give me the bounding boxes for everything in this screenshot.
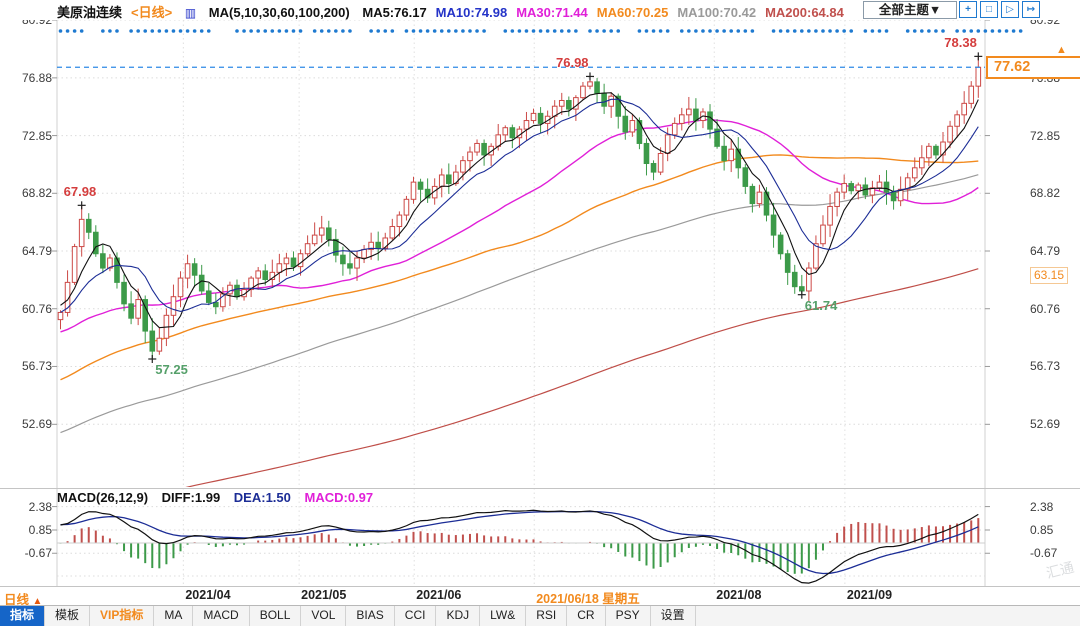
- axis-tick-label: -0.67: [24, 546, 52, 561]
- axis-tick-label: 64.79: [21, 244, 52, 258]
- indicator-tab-bar: 指标 模板 VIP指标 MA MACD BOLL VOL BIAS CCI KDJ LW& RSI CR…: [0, 605, 1080, 626]
- axis-tick-label: 60.76: [21, 301, 52, 316]
- axis-tick-label: 2.38: [1030, 499, 1054, 514]
- axis-tick-label: 76.88: [21, 70, 52, 85]
- date-label: 2021/06/18 星期五: [536, 592, 640, 606]
- tab-macd[interactable]: MACD: [193, 606, 250, 626]
- axis-tick-label: 68.82: [1030, 186, 1061, 201]
- chevron-up-icon: ▲: [32, 596, 43, 607]
- period-tag: <日线>: [131, 5, 173, 20]
- tab-cci[interactable]: CCI: [395, 606, 437, 626]
- tab-lwr[interactable]: LW&: [480, 606, 527, 626]
- fit-range-icon[interactable]: □: [980, 1, 998, 18]
- axis-tick-label: 56.73: [1030, 359, 1061, 374]
- date-label: 2021/05: [301, 588, 347, 602]
- axis-tick-label: 52.69: [21, 417, 52, 432]
- symbol-name: 美原油连续: [57, 5, 123, 20]
- macd-legend: MACD(26,12,9) DIFF:1.99 DEA:1.50 MACD:0.…: [57, 490, 383, 505]
- price-annotation: 78.38: [944, 35, 977, 51]
- axis-tick-label: 56.73: [21, 359, 52, 374]
- theme-dropdown-button[interactable]: 全部主题▼: [863, 1, 957, 19]
- diff-value: DIFF:1.99: [161, 490, 221, 505]
- ma-values: MA5:76.17 MA10:74.98 MA30:71.44 MA60:70.25 M…: [362, 5, 853, 20]
- price-up-arrow-icon: ▲: [1056, 44, 1067, 56]
- date-label: 2021/09: [846, 588, 893, 602]
- axis-tick-label: 2.38: [28, 499, 52, 514]
- date-label: 2021/04: [185, 588, 231, 602]
- ma-value-5: MA200:64.84: [765, 5, 844, 20]
- chart-toolbar: + □ ▷ ↦: [959, 1, 1040, 18]
- chart-type-icon: ▥: [184, 6, 197, 20]
- price-annotation: 57.25: [155, 362, 188, 377]
- ma-settings-label: MA(5,10,30,60,100,200): [208, 5, 350, 20]
- tab-vip[interactable]: VIP指标: [90, 606, 155, 626]
- axis-tick-label: 64.79: [1030, 244, 1061, 258]
- chart-legend: 美原油连续 <日线> ▥ MA(5,10,30,60,100,200) MA5:7…: [57, 2, 862, 21]
- ma-value-4: MA100:70.42: [677, 5, 757, 20]
- axis-tick-label: 72.85: [1030, 128, 1061, 143]
- tab-cr[interactable]: CR: [567, 606, 606, 626]
- dea-value: DEA:1.50: [233, 490, 291, 505]
- price-annotation: 76.98: [556, 55, 589, 71]
- axis-tick-label: 0.85: [1030, 522, 1054, 537]
- macd-params: MACD(26,12,9): [57, 490, 149, 505]
- tab-ma[interactable]: MA: [154, 606, 194, 626]
- last-price-box: 77.62: [986, 56, 1080, 79]
- level-63-15-label: 63.15: [1030, 267, 1069, 284]
- jump-latest-icon[interactable]: ↦: [1022, 1, 1040, 18]
- macd-value: MACD:0.97: [304, 490, 374, 505]
- tab-indicator[interactable]: 指标: [0, 606, 46, 626]
- ma-value-1: MA10:74.98: [435, 5, 508, 20]
- shift-right-icon[interactable]: ▷: [1001, 1, 1019, 18]
- ma-value-3: MA60:70.25: [596, 5, 669, 20]
- tab-rsi[interactable]: RSI: [526, 606, 568, 626]
- ma-value-0: MA5:76.17: [362, 5, 427, 20]
- tab-boll[interactable]: BOLL: [250, 606, 302, 626]
- date-label: 2021/08: [716, 588, 762, 602]
- ma-value-2: MA30:71.44: [516, 5, 588, 20]
- axis-tick-label: 0.85: [28, 522, 52, 537]
- axis-tick-label: -0.67: [1030, 546, 1058, 561]
- price-annotation: 61.74: [804, 297, 838, 313]
- tab-psy[interactable]: PSY: [606, 606, 651, 626]
- tab-template[interactable]: 模板: [45, 606, 91, 626]
- top-bar: 美原油连续 <日线> ▥ MA(5,10,30,60,100,200) MA5:7…: [0, 0, 1080, 20]
- axis-tick-label: 68.82: [21, 186, 52, 201]
- price-annotation: 67.98: [63, 184, 97, 200]
- axis-tick-label: 72.85: [21, 128, 52, 143]
- date-label: 2021/06: [416, 588, 462, 602]
- period-selector[interactable]: 日线 ▲: [4, 589, 42, 608]
- period-selector-label: 日线: [4, 593, 30, 607]
- tab-settings[interactable]: 设置: [651, 606, 696, 626]
- date-axis: 2021/04 2021/05 2021/06 2021/06/18 星期五 2021/…: [0, 587, 1080, 606]
- tab-vol[interactable]: VOL: [301, 606, 347, 626]
- axis-tick-label: 60.76: [1030, 301, 1061, 316]
- pan-icon[interactable]: +: [959, 1, 977, 18]
- tab-kdj[interactable]: KDJ: [436, 606, 481, 626]
- axis-tick-label: 52.69: [1030, 417, 1061, 432]
- tab-bias[interactable]: BIAS: [346, 606, 395, 626]
